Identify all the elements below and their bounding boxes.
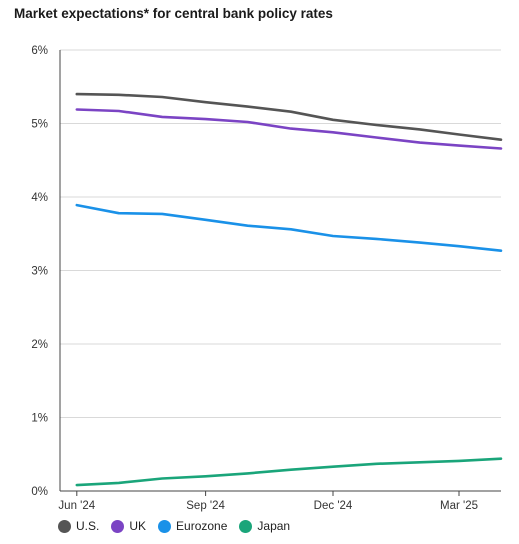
legend-label: Japan (257, 519, 291, 533)
series-line-u-s (75, 92, 503, 141)
legend-item-u-s: U.S. (58, 519, 99, 533)
chart-title: Market expectations* for central bank po… (14, 6, 333, 21)
y-tick-label: 6% (31, 45, 48, 57)
legend-swatch (58, 519, 71, 533)
series-line-uk (75, 108, 503, 150)
legend-item-uk: UK (111, 519, 146, 533)
series-line-japan (75, 457, 503, 487)
legend-item-japan: Japan (239, 519, 290, 533)
y-tick-label: 2% (31, 339, 48, 351)
legend-label: U.S. (76, 519, 100, 533)
series-line-eurozone (75, 203, 503, 252)
x-tick-label: Jun '24 (58, 500, 95, 512)
y-tick-label: 3% (31, 266, 48, 278)
x-tick-label: Sep '24 (186, 500, 225, 512)
legend-label: UK (129, 519, 147, 533)
x-tick-label: Mar '25 (440, 500, 478, 512)
legend-swatch (111, 519, 125, 533)
y-tick-label: 5% (31, 119, 48, 131)
legend-swatch (158, 519, 172, 533)
y-tick-label: 4% (31, 192, 48, 204)
x-tick-label: Dec '24 (314, 500, 353, 512)
legend-item-eurozone: Eurozone (158, 519, 227, 533)
legend-swatch (239, 519, 253, 533)
y-tick-label: 1% (31, 413, 48, 425)
chart-legend: U.S. UK Eurozone Japan (58, 519, 302, 533)
legend-label: Eurozone (176, 519, 228, 533)
y-tick-label: 0% (31, 486, 48, 498)
